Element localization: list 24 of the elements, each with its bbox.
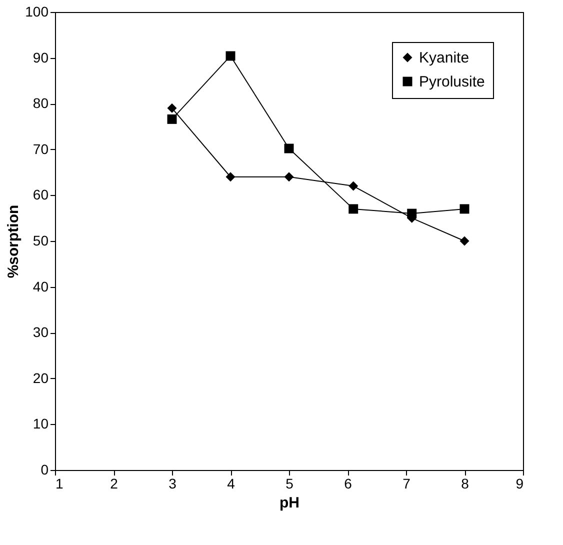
y-tick-label: 60 — [32, 186, 49, 203]
x-tick-label: 5 — [286, 476, 294, 492]
y-tick-label: 50 — [32, 232, 49, 248]
legend-label: Kyanite — [419, 50, 470, 66]
y-tick-label: 100 — [25, 4, 49, 20]
x-tick-label: 4 — [227, 476, 236, 492]
x-tick-label: 1 — [56, 476, 64, 492]
x-tick-label: 2 — [110, 476, 118, 492]
x-tick-label: 9 — [516, 476, 524, 492]
x-tick-label: 7 — [402, 476, 411, 492]
x-tick-label: 6 — [344, 476, 352, 492]
x-tick-label: 3 — [168, 476, 177, 492]
legend-label: Pyrolusite — [419, 74, 485, 90]
y-tick-label: 0 — [40, 462, 49, 478]
y-tick-label: 10 — [32, 416, 49, 432]
y-tick-label: 70 — [32, 140, 49, 157]
y-tick-label: 80 — [32, 95, 49, 112]
y-tick-label: 30 — [32, 324, 49, 340]
y-tick-label: 20 — [32, 370, 49, 386]
x-axis-title: pH — [280, 494, 300, 512]
y-tick-label: 40 — [32, 278, 49, 294]
y-axis-title: %sorption — [5, 204, 22, 278]
y-tick-label: 90 — [32, 49, 49, 66]
x-tick-label: 8 — [461, 476, 470, 492]
